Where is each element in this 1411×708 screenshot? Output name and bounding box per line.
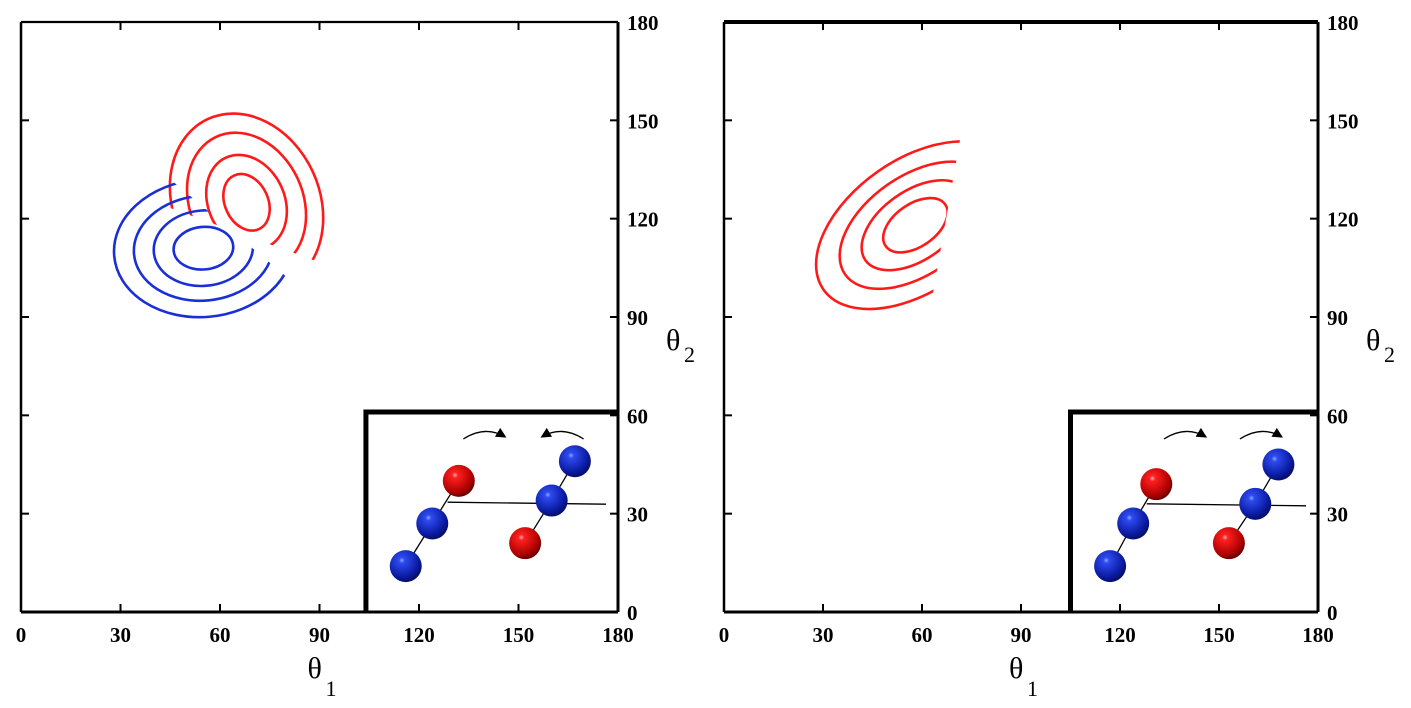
- red-contour-line-4: [222, 172, 272, 232]
- x-tick-label: 60: [912, 623, 933, 647]
- red-contour-line-1: [814, 140, 1017, 311]
- rotation-arrow: [540, 427, 584, 440]
- x-tick-label: 150: [503, 623, 535, 647]
- inset-background: [365, 412, 618, 612]
- red-atom: [509, 527, 542, 560]
- y-tick-label: 90: [627, 306, 648, 330]
- y-tick-label: 30: [1327, 503, 1348, 527]
- y-tick-label: 60: [1327, 404, 1348, 428]
- y-tick-label: 90: [1327, 306, 1348, 330]
- x-axis-label-subscript: 1: [1027, 676, 1038, 701]
- rotation-arrow: [1239, 427, 1284, 440]
- blue-contour-line-4: [948, 223, 1001, 273]
- x-tick-label: 60: [210, 623, 231, 647]
- axis-connector-line: [447, 501, 607, 505]
- blue-contour-line-2: [132, 194, 275, 303]
- rotation-arrow: [462, 427, 507, 440]
- y-tick-label: 30: [627, 503, 648, 527]
- x-tick-label: 30: [813, 623, 834, 647]
- blue-contour-line-4: [172, 225, 235, 271]
- blue-atom: [416, 507, 449, 540]
- blue-atom: [535, 484, 568, 517]
- y-axis-label: θ: [1366, 324, 1380, 357]
- blue-atom: [389, 550, 422, 583]
- red-atom: [1140, 468, 1173, 501]
- molecule-inset: [363, 409, 618, 612]
- y-axis-label-subscript: 2: [684, 342, 695, 367]
- blue-atom: [1094, 550, 1127, 583]
- blue-contour-line-1: [894, 174, 1055, 323]
- rotation-arrow: [1163, 427, 1208, 440]
- axis-connector-line: [1146, 503, 1307, 507]
- inset-frame: [363, 409, 618, 612]
- x-tick-label: 90: [309, 623, 330, 647]
- x-tick-label: 120: [1104, 623, 1136, 647]
- blue-contour-line-3: [930, 207, 1019, 290]
- x-tick-label: 120: [403, 623, 435, 647]
- y-axis-label: θ: [666, 324, 680, 357]
- x-axis-label-subscript: 1: [326, 676, 337, 701]
- blue-contour-line-3: [152, 209, 255, 288]
- y-tick-label: 120: [627, 208, 659, 232]
- blue-atom: [1239, 487, 1272, 520]
- y-tick-label: 120: [1327, 208, 1359, 232]
- y-tick-label: 150: [1327, 109, 1359, 133]
- x-tick-label: 180: [602, 623, 634, 647]
- y-tick-label: 180: [1327, 11, 1359, 35]
- red-atom: [442, 464, 475, 497]
- y-tick-label: 0: [1327, 601, 1338, 625]
- blue-atom: [558, 445, 591, 478]
- y-axis-label-subscript: 2: [1384, 342, 1395, 367]
- molecule-inset: [1068, 409, 1318, 612]
- x-tick-label: 0: [719, 623, 730, 647]
- blue-atom: [1262, 448, 1295, 481]
- y-tick-label: 180: [627, 11, 659, 35]
- blue-atom: [1117, 507, 1150, 540]
- red-atom: [1212, 527, 1245, 560]
- y-tick-label: 60: [627, 404, 648, 428]
- inset-frame: [1068, 409, 1318, 612]
- x-axis-label: θ: [1009, 652, 1023, 685]
- x-axis-label: θ: [308, 652, 322, 685]
- contours: [112, 112, 325, 319]
- inset-background: [1070, 412, 1318, 612]
- red-contour-line-4: [881, 196, 949, 254]
- y-tick-label: 150: [627, 109, 659, 133]
- x-tick-label: 150: [1203, 623, 1235, 647]
- contours: [814, 140, 1055, 323]
- x-tick-label: 0: [16, 623, 27, 647]
- x-tick-label: 180: [1302, 623, 1334, 647]
- x-tick-label: 90: [1011, 623, 1032, 647]
- y-tick-label: 0: [627, 601, 638, 625]
- red-contour-line-2: [838, 160, 993, 291]
- x-tick-label: 30: [110, 623, 131, 647]
